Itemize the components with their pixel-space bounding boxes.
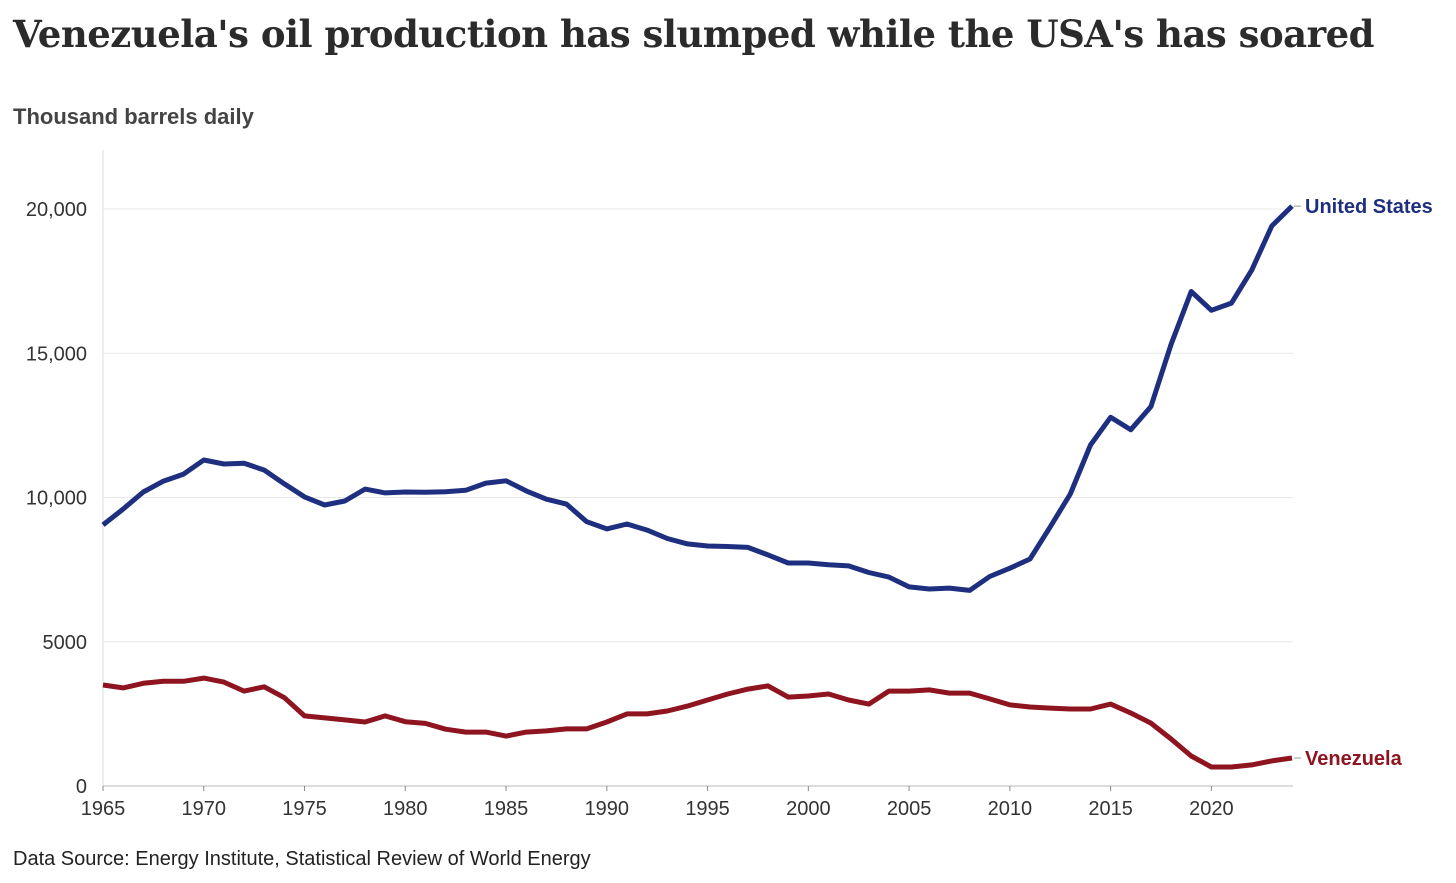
- x-tick-label: 1990: [585, 798, 630, 820]
- y-tick-label: 15,000: [26, 343, 87, 365]
- x-tick-label: 1965: [81, 798, 126, 820]
- series-label-united-states: United States: [1305, 196, 1433, 218]
- x-tick-label: 2015: [1088, 798, 1133, 820]
- x-tick-label: 1995: [685, 798, 730, 820]
- x-tick-label: 1970: [182, 798, 227, 820]
- series-label-venezuela: Venezuela: [1305, 748, 1403, 770]
- y-tick-label: 10,000: [26, 488, 87, 510]
- x-tick-label: 2000: [786, 798, 831, 820]
- x-tick-label: 1975: [282, 798, 327, 820]
- chart-title: Venezuela's oil production has slumped w…: [13, 12, 1375, 56]
- y-axis-label: Thousand barrels daily: [13, 104, 254, 129]
- x-tick-label: 2005: [887, 798, 932, 820]
- series-line-venezuela: [102, 675, 1293, 770]
- x-tick-label: 2010: [988, 798, 1033, 820]
- x-tick-label: 1985: [484, 798, 529, 820]
- y-tick-label: 0: [76, 776, 87, 798]
- y-tick-label: 20,000: [26, 199, 87, 221]
- data-source-note: Data Source: Energy Institute, Statistic…: [13, 848, 591, 870]
- x-tick-label: 2020: [1189, 798, 1234, 820]
- y-tick-label: 5000: [43, 632, 88, 654]
- x-tick-label: 1980: [383, 798, 428, 820]
- series-line-united-states: [101, 204, 1294, 593]
